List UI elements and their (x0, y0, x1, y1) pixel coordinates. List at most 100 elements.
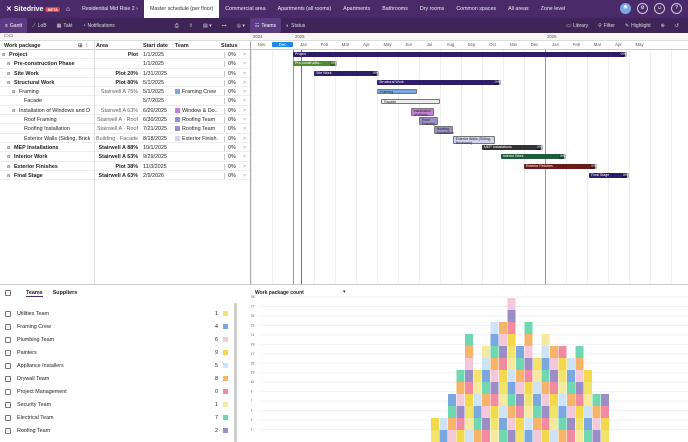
gantt-bar[interactable]: Interior Work 0% (500, 154, 566, 160)
close-icon[interactable]: × (243, 98, 247, 105)
histogram-bar-segment[interactable] (507, 298, 516, 310)
histogram-bar-segment[interactable] (575, 382, 584, 394)
home-icon[interactable]: ⌂ (65, 5, 71, 13)
collapse-icon[interactable]: ⊟ (2, 52, 6, 57)
split-icon[interactable]: ⊶ (221, 22, 227, 29)
histogram-bar-segment[interactable] (567, 418, 575, 430)
histogram-bar-segment[interactable] (456, 418, 465, 430)
histogram-bar-segment[interactable] (558, 394, 567, 406)
tab-7[interactable]: All areas (508, 6, 529, 12)
tab-teams[interactable]: Teams (26, 289, 43, 297)
close-icon[interactable]: × (243, 107, 247, 114)
team-row[interactable]: Utilities Team 1 (0, 307, 240, 320)
histogram-bar-segment[interactable] (431, 418, 439, 430)
histogram-bar-segment[interactable] (448, 406, 456, 418)
notifications-button[interactable]: ◔ Notifications (82, 22, 115, 29)
histogram-bar-segment[interactable] (524, 322, 533, 334)
histogram-bar-segment[interactable] (567, 430, 575, 442)
gantt-bar[interactable]: Pre-constructio... 0% (293, 61, 337, 67)
histogram-bar-segment[interactable] (490, 334, 499, 346)
histogram-bar-segment[interactable] (499, 346, 507, 358)
gantt-bar[interactable]: Facade (381, 98, 440, 104)
expand-icon[interactable]: ▭▭ (4, 33, 14, 39)
histogram-bar-segment[interactable] (473, 430, 482, 442)
gantt-bar[interactable]: Framing (377, 89, 417, 95)
histogram-bar-segment[interactable] (558, 430, 567, 442)
close-icon[interactable]: × (243, 163, 247, 170)
collapse-icon[interactable]: ⊟ (12, 89, 16, 95)
histogram-bar-segment[interactable] (592, 406, 601, 418)
histogram-bar-segment[interactable] (507, 322, 516, 334)
histogram-bar-segment[interactable] (533, 406, 541, 418)
histogram-bar-segment[interactable] (465, 370, 473, 382)
histogram-bar-segment[interactable] (473, 382, 482, 394)
histogram-bar-segment[interactable] (533, 382, 541, 394)
histogram-bar-segment[interactable] (490, 358, 499, 370)
team-checkbox[interactable] (5, 427, 11, 434)
histogram-bar-segment[interactable] (490, 406, 499, 418)
col-work-package[interactable]: Work package (4, 43, 41, 49)
team-row[interactable]: Drywall Team 8 (0, 372, 240, 385)
histogram-bar-segment[interactable] (550, 382, 558, 394)
histogram-bar-segment[interactable] (584, 430, 592, 442)
histogram-bar-segment[interactable] (584, 394, 592, 406)
export-icon[interactable]: ⎙ (174, 22, 179, 29)
col-status[interactable]: Status (221, 43, 238, 49)
pane-divider[interactable] (250, 41, 251, 284)
settings-icon[interactable]: ⊛ (660, 22, 665, 29)
histogram-bar-segment[interactable] (507, 310, 516, 322)
histogram-bar-segment[interactable] (456, 370, 465, 382)
tab-4[interactable]: Bathrooms (382, 6, 408, 12)
histogram-bar-segment[interactable] (456, 394, 465, 406)
tab-0[interactable]: Master schedule (per floor) (143, 0, 220, 18)
histogram-bar-segment[interactable] (499, 334, 507, 346)
histogram-bar-segment[interactable] (524, 406, 533, 418)
histogram-bar-segment[interactable] (601, 418, 609, 430)
histogram-bar-segment[interactable] (507, 358, 516, 370)
gantt-bar[interactable]: Exterior Walls (Siding, Brickwork) (452, 135, 495, 145)
close-icon[interactable]: × (243, 79, 247, 86)
histogram-bar-segment[interactable] (524, 382, 533, 394)
select-all-checkbox[interactable] (5, 290, 11, 296)
help-icon[interactable]: ? (671, 3, 682, 14)
histogram-bar-segment[interactable] (439, 418, 448, 430)
histogram-bar-segment[interactable] (541, 406, 550, 418)
upload-icon[interactable]: ⇧ (188, 22, 193, 29)
table-row[interactable]: ⊟ Project Plot 1/1/2025 0% × (0, 50, 250, 60)
histogram-bar-segment[interactable] (482, 346, 490, 358)
histogram-bar-segment[interactable] (465, 406, 473, 418)
histogram-bar-segment[interactable] (558, 382, 567, 394)
gantt-bar[interactable]: Final Stage 0% (589, 172, 629, 178)
team-row[interactable]: Appliance Installers 5 (0, 359, 240, 372)
histogram-bar-segment[interactable] (507, 406, 516, 418)
team-checkbox[interactable] (5, 362, 11, 369)
team-checkbox[interactable] (5, 388, 11, 395)
histogram-bar-segment[interactable] (507, 394, 516, 406)
histogram-bar-segment[interactable] (601, 394, 609, 406)
team-row[interactable]: Plumbing Team 6 (0, 333, 240, 346)
histogram-bar-segment[interactable] (482, 382, 490, 394)
histogram-bar-segment[interactable] (524, 418, 533, 430)
histogram-bar-segment[interactable] (482, 430, 490, 442)
histogram-bar-segment[interactable] (558, 406, 567, 418)
histogram-bar-segment[interactable] (558, 370, 567, 382)
histogram-bar-segment[interactable] (516, 418, 524, 430)
app-logo[interactable]: ✕ Sitedrive BETA (6, 5, 61, 13)
team-checkbox[interactable] (5, 375, 11, 382)
tab-3[interactable]: Apartments (343, 6, 371, 12)
team-row[interactable]: Security Team 1 (0, 398, 240, 411)
histogram-bar-segment[interactable] (516, 346, 524, 358)
gear-icon[interactable]: ⚙ (637, 3, 648, 14)
histogram-bar-segment[interactable] (533, 370, 541, 382)
histogram-bar-segment[interactable] (524, 346, 533, 358)
tab-6[interactable]: Common spaces (456, 6, 497, 12)
histogram-bar-segment[interactable] (592, 394, 601, 406)
histogram-bar-segment[interactable] (465, 334, 473, 346)
close-icon[interactable]: × (243, 89, 247, 96)
histogram-bar-segment[interactable] (541, 370, 550, 382)
histogram-bar-segment[interactable] (550, 406, 558, 418)
close-icon[interactable]: × (243, 144, 247, 151)
histogram-bar-segment[interactable] (507, 334, 516, 346)
histogram-bar-segment[interactable] (575, 418, 584, 430)
histogram-bar-segment[interactable] (516, 358, 524, 370)
